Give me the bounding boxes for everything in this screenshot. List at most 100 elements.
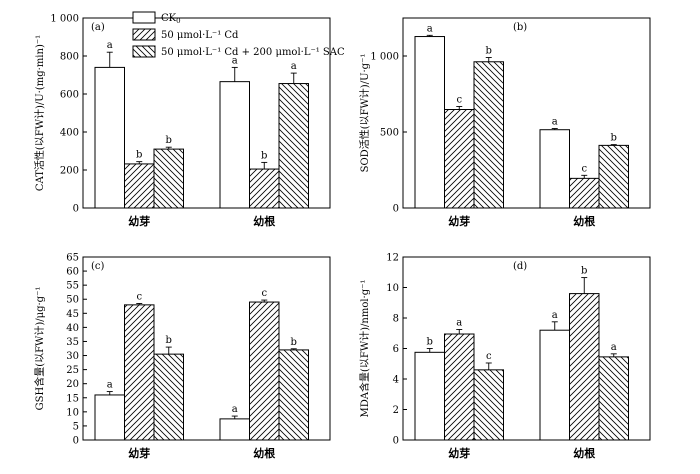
bar-cd [569,177,600,209]
panel-c: 0 5 10 15 20 25 30 35 40 45 50 55 60 65 GSH含量(以FW计)/μg… [33,253,331,460]
significance-letter: c [136,291,142,302]
y-tick-label: 0 [393,436,399,447]
y-tick-label: 0 [73,436,79,447]
significance-letter: b [166,135,172,146]
bar-sac [153,353,184,441]
bar-sac [278,83,309,209]
bar-ck [219,81,250,209]
bar-cd [124,304,155,441]
significance-letter: a [107,380,113,391]
bar-ck [94,394,125,441]
legend-swatch-sac [132,45,156,58]
y-tick-label: 30 [66,351,79,362]
plot-frame [82,17,331,209]
significance-letter: a [232,404,238,415]
bar-ck [414,36,445,209]
legend: CK0 50 μmol·L⁻¹ Cd 50 μmol·L⁻¹ Cd + 200 μm… [132,11,345,58]
bar-sac [598,356,629,441]
legend-label-sac: 50 μmol·L⁻¹ Cd + 200 μmol·L⁻¹ SAC [161,47,345,58]
panel-a: 0 200 400 600 800 1 000 CAT活性(以FW计)/U·(mg·min)… [33,11,345,228]
legend-swatch-cd [132,28,156,41]
y-tick-label: 50 [66,295,79,306]
y-tick-label: 12 [386,253,399,264]
y-tick-label: 60 [66,267,79,278]
legend-label-cd: 50 μmol·L⁻¹ Cd [161,30,239,41]
x-category-label: 幼根 [573,214,596,228]
significance-letter: a [107,40,113,51]
y-tick-label: 25 [66,365,79,376]
legend-swatch-ck [132,11,156,24]
bar-cd [124,163,155,209]
y-axis-label: MDA含量(以FW计)/nmol·g⁻¹ [358,280,371,418]
bar-sac [278,349,309,441]
legend-label-ck: CK0 [161,13,181,25]
y-tick-label: 55 [66,281,79,292]
x-category-label: 幼芽 [128,446,150,460]
x-category-label: 幼根 [573,446,596,460]
significance-letter: c [261,288,267,299]
significance-letter: b [486,46,492,57]
x-category-label: 幼芽 [448,214,470,228]
bar-sac [473,369,504,441]
significance-letter: a [456,317,462,328]
bar-ck [94,66,125,209]
x-category-label: 幼根 [253,446,276,460]
significance-letter: b [136,150,142,161]
significance-letter: b [581,266,587,277]
y-tick-label: 10 [386,283,399,294]
significance-letter: a [552,117,558,128]
panel-label: (b) [513,22,527,33]
y-tick-label: 8 [393,314,399,325]
significance-letter: b [427,337,433,348]
y-tick-label: 40 [66,323,79,334]
y-tick-label: 4 [393,375,399,386]
y-tick-label: 5 [73,421,79,432]
y-tick-label: 65 [66,253,79,264]
significance-letter: a [232,55,238,66]
y-axis-label: GSH含量(以FW计)/μg·g⁻¹ [33,287,46,411]
bar-ck [219,418,250,441]
y-tick-label: 800 [60,52,79,63]
significance-letter: a [291,61,297,72]
significance-letter: a [552,310,558,321]
y-tick-label: 20 [66,379,79,390]
y-tick-label: 1 000 [370,52,399,63]
bar-ck [539,329,570,441]
bar-cd [249,168,280,209]
y-tick-label: 200 [60,166,79,177]
y-tick-label: 35 [66,337,79,348]
significance-letter: c [581,163,587,174]
bar-ck [539,129,570,209]
significance-letter: b [166,335,172,346]
bar-cd [569,293,600,441]
significance-letter: b [291,337,297,348]
y-tick-label: 0 [73,204,79,215]
bar-cd [444,109,475,209]
panel-label: (d) [513,261,527,272]
panel-label: (a) [91,22,105,33]
y-tick-label: 6 [393,344,399,355]
bar-sac [473,61,504,209]
significance-letter: b [261,150,267,161]
significance-letter: c [486,351,492,362]
plot-frame [82,256,331,441]
bar-sac [598,144,629,209]
bar-cd [444,333,475,441]
y-axis-label: CAT活性(以FW计)/U·(mg·min)⁻¹ [33,35,46,191]
panel-d: 0 2 4 6 8 10 12 MDA含量(以FW计)/nmol·g⁻¹ (d) b a c 幼芽 a b a… [358,253,651,460]
significance-letter: c [456,94,462,105]
y-tick-label: 45 [66,309,79,320]
bar-cd [249,301,280,441]
significance-letter: a [427,23,433,34]
y-tick-label: 500 [380,128,399,139]
plot-frame [402,17,651,209]
y-tick-label: 15 [66,393,79,404]
bar-sac [153,148,184,209]
y-axis-label: SOD活性(以FW计)/U·g⁻¹ [358,54,371,173]
x-category-label: 幼芽 [128,214,150,228]
significance-letter: a [611,342,617,353]
panel-label: (c) [91,261,105,272]
y-tick-label: 2 [393,405,399,416]
